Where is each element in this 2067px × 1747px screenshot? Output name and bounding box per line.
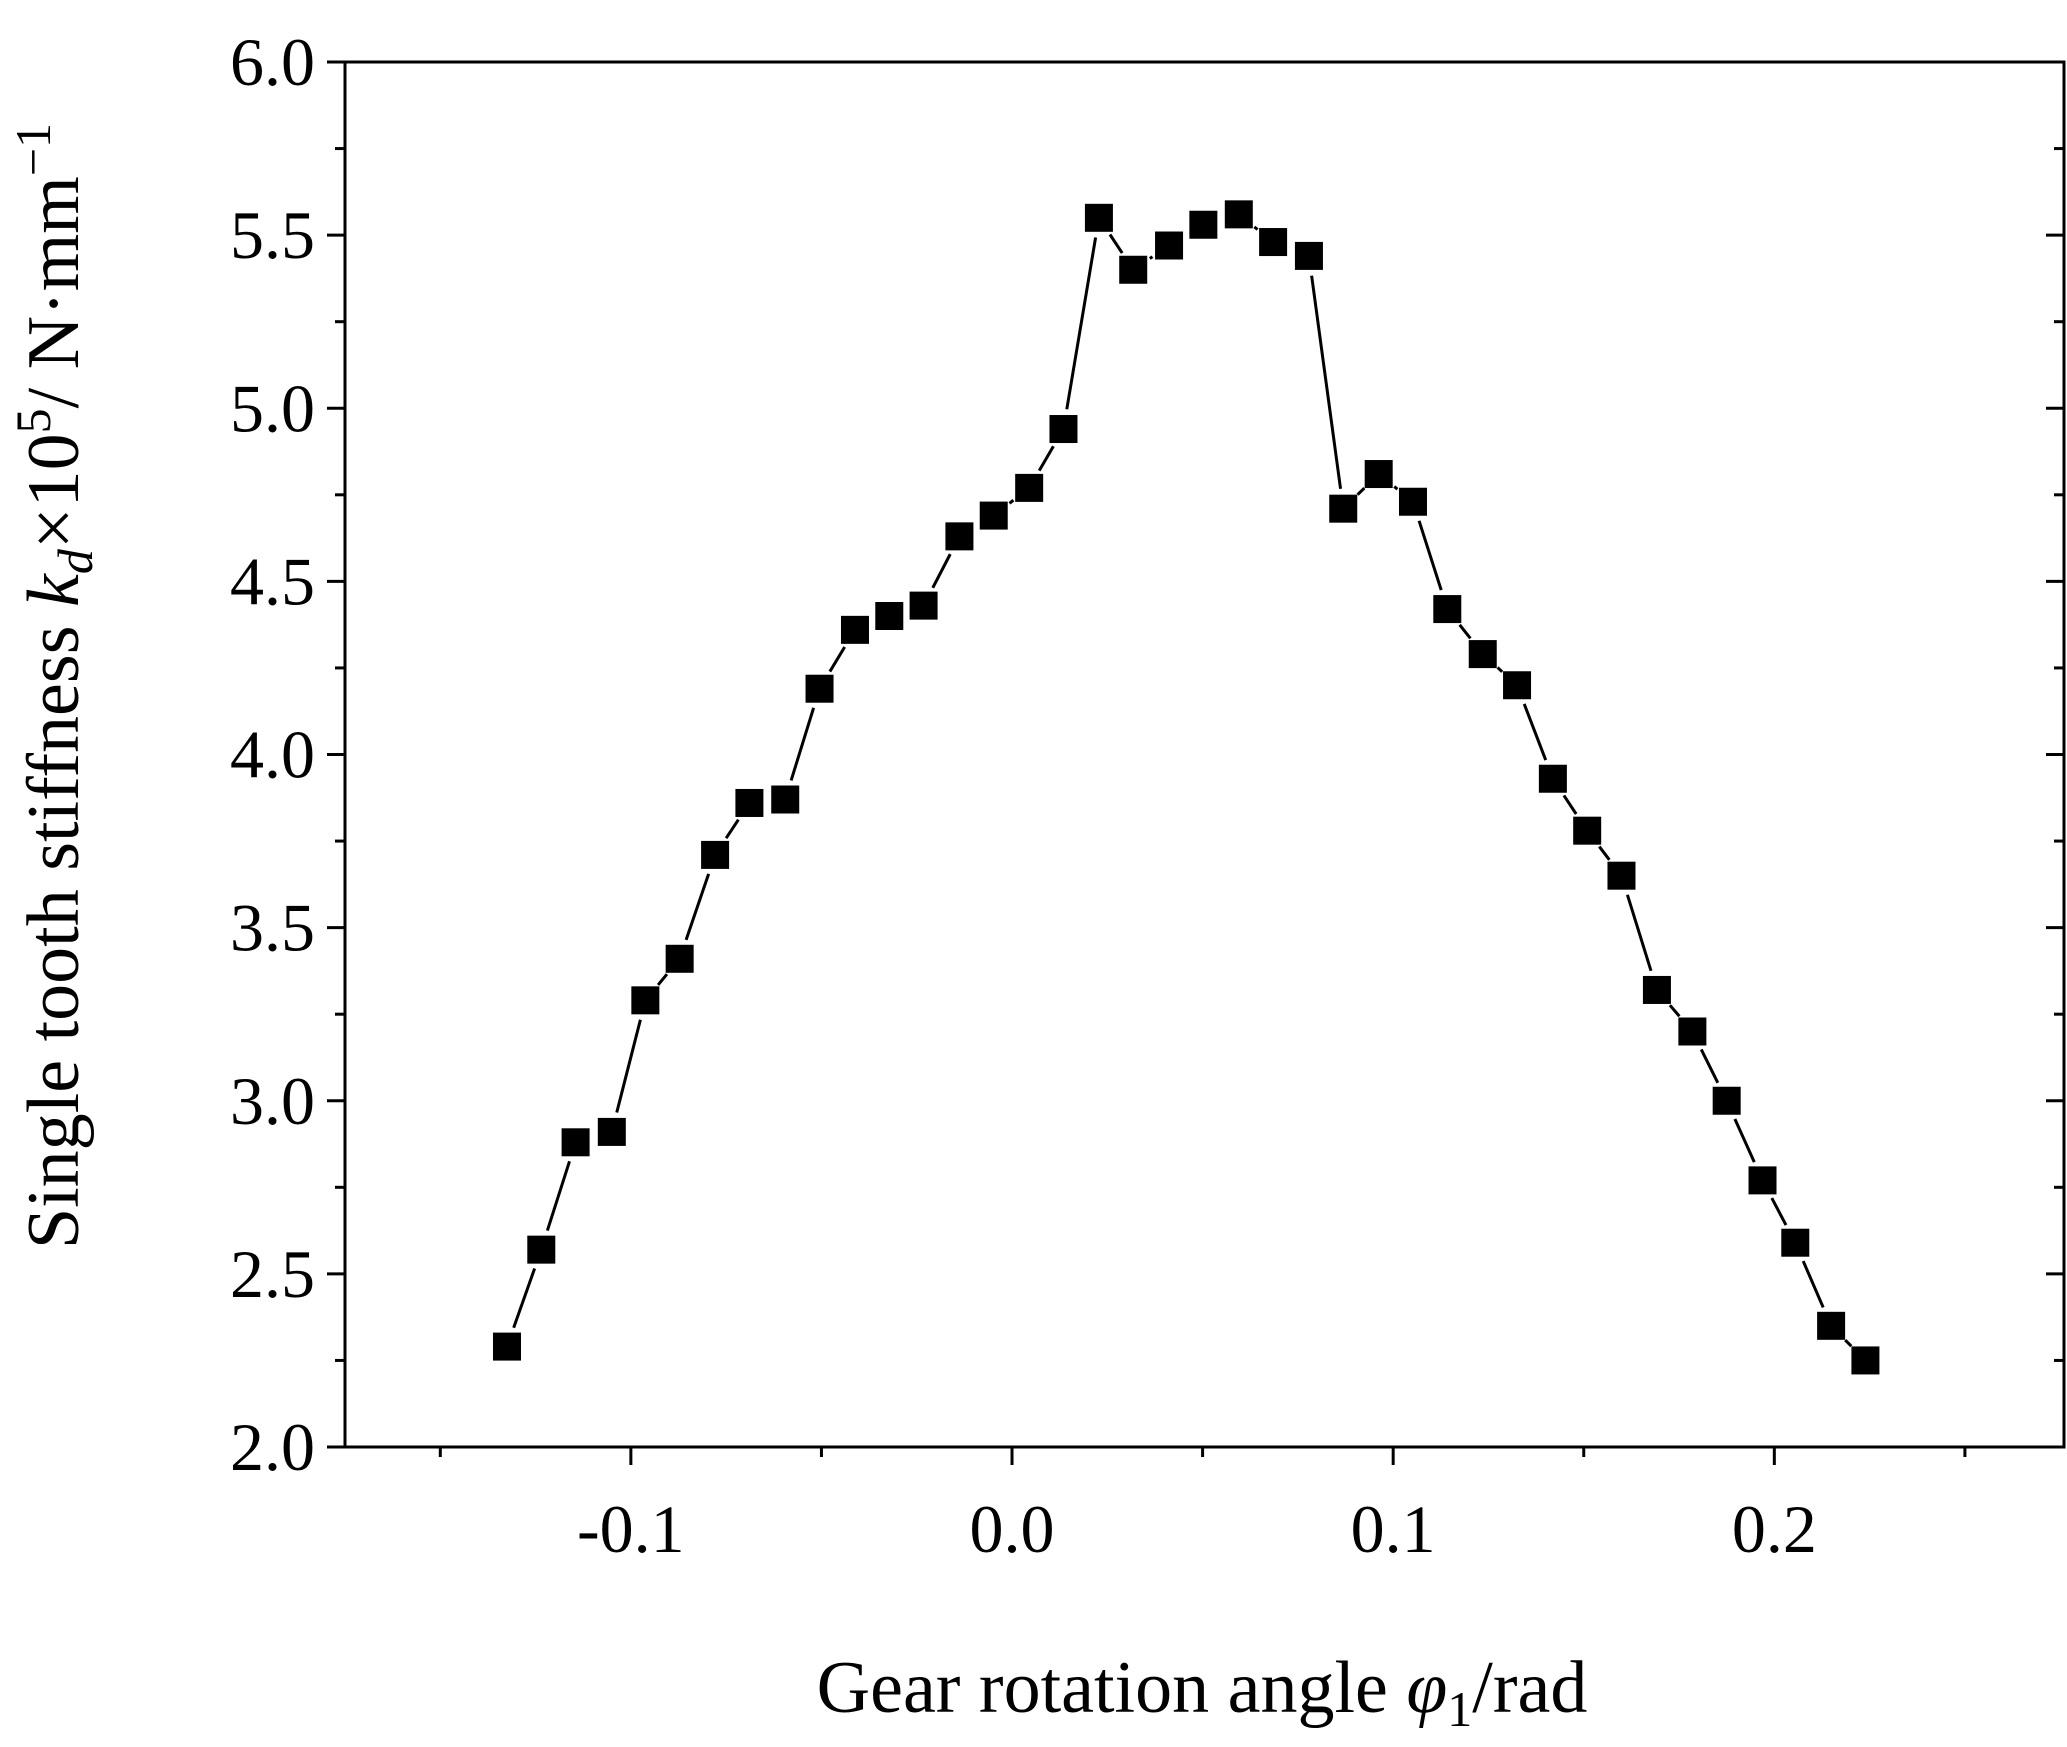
y-tick-label: 6.0 (230, 24, 315, 100)
data-point (805, 674, 834, 703)
series-line-segment (1844, 1338, 1853, 1348)
series-line-segment (512, 1267, 537, 1329)
y-tick-label: 3.5 (230, 890, 315, 966)
series-line-segment (615, 1019, 642, 1113)
data-point (1084, 203, 1113, 232)
y-tick-label: 4.5 (230, 543, 315, 619)
data-point (1189, 210, 1218, 239)
data-point (909, 591, 938, 620)
y-tick-label: 3.0 (230, 1063, 315, 1139)
data-point (1049, 415, 1078, 444)
data-point (1642, 975, 1671, 1004)
series-line-segment (1496, 666, 1504, 673)
data-point (1468, 640, 1497, 669)
x-axis-label: Gear rotation angle φ1/rad (817, 1647, 1588, 1737)
data-point (1817, 1311, 1846, 1340)
data-point (701, 840, 730, 869)
x-tick-label: 0.0 (970, 1491, 1055, 1567)
y-tick-label: 5.5 (230, 197, 315, 273)
series-line-segment (724, 818, 740, 840)
series-line-segment (828, 646, 846, 673)
data-point (1607, 861, 1636, 890)
data-point (561, 1128, 590, 1157)
series-line-segment (1770, 1197, 1788, 1226)
y-axis-label: Single tooth stiffness kd×105/ N·mm−1 (5, 123, 103, 1249)
data-point (771, 785, 800, 814)
data-point (1119, 255, 1148, 284)
series-line-segment (1458, 623, 1472, 640)
y-tick-label: 4.0 (230, 717, 315, 793)
data-point (1364, 460, 1393, 489)
data-point (1503, 671, 1532, 700)
data-point (665, 944, 694, 973)
x-tick-label: 0.1 (1351, 1491, 1436, 1567)
x-tick-label: 0.2 (1732, 1491, 1817, 1567)
series-line-segment (545, 1160, 571, 1232)
series-line-segment (1522, 703, 1548, 761)
series-line-segment (931, 553, 952, 589)
series-line-segment (1310, 275, 1343, 490)
series-line-segment (1668, 1004, 1681, 1018)
series-line-segment (1253, 225, 1259, 231)
data-point (840, 615, 869, 644)
series-line-segment (1356, 486, 1366, 496)
series-line-segment (1562, 794, 1578, 815)
series-line-segment (1417, 520, 1443, 591)
data-point (492, 1332, 521, 1361)
series-line-segment (1801, 1260, 1825, 1309)
data-point (1678, 1017, 1707, 1046)
series-line-segment (1108, 233, 1124, 254)
data-point (1259, 228, 1288, 257)
data-point (979, 501, 1008, 530)
data-point (1712, 1086, 1741, 1115)
data-point (631, 986, 660, 1015)
data-point (1155, 231, 1184, 260)
series-line-segment (1625, 894, 1653, 972)
series-line-segment (1065, 237, 1098, 410)
data-point (1781, 1228, 1810, 1257)
data-point (1329, 494, 1358, 523)
series-line-segment (1148, 255, 1154, 260)
data-point (1851, 1346, 1880, 1375)
series-line-segment (1699, 1048, 1720, 1084)
data-point (1224, 200, 1253, 229)
data-point (1015, 473, 1044, 502)
data-point (527, 1235, 556, 1264)
series-line-segment (684, 873, 711, 941)
x-tick-label: -0.1 (577, 1491, 685, 1567)
y-tick-label: 2.5 (230, 1236, 315, 1312)
series-line-segment (1393, 485, 1399, 491)
series-line-segment (656, 973, 669, 986)
data-point (1538, 764, 1567, 793)
data-point (1748, 1166, 1777, 1195)
series-line-segment (789, 707, 816, 781)
series-line-segment (1008, 499, 1015, 505)
series-line-segment (1598, 845, 1611, 861)
data-point (597, 1117, 626, 1146)
data-point (1294, 241, 1323, 270)
series-line-segment (1733, 1118, 1756, 1163)
data-point (945, 522, 974, 551)
data-point (1433, 595, 1462, 624)
data-point (1398, 487, 1427, 516)
data-point (735, 788, 764, 817)
y-tick-label: 5.0 (230, 370, 315, 446)
y-tick-label: 2.0 (230, 1409, 315, 1485)
series-line-segment (1037, 445, 1055, 472)
data-point (875, 602, 904, 630)
data-point (1573, 816, 1602, 845)
